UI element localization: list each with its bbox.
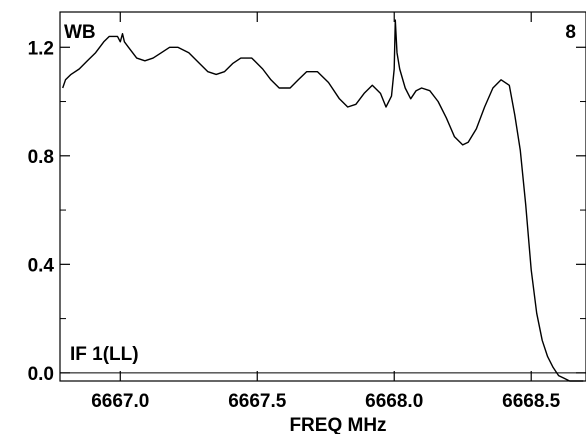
- y-tick-label: 0.8: [28, 147, 54, 168]
- spectrum-line: [62, 19, 584, 382]
- plot-frame: [59, 11, 586, 382]
- corner-label-bottom-left: IF 1(LL): [70, 344, 139, 365]
- y-axis-ticks: 0.0 0.4 0.8 1.2: [28, 38, 586, 385]
- x-axis-ticks: 6667.0 6667.5 6668.0 6668.5: [91, 12, 561, 412]
- x-tick-label: 6668.5: [502, 391, 561, 412]
- x-axis-title: FREQ MHz: [289, 415, 386, 434]
- corner-label-top-left: WB: [64, 22, 96, 43]
- y-tick-label: 0.0: [28, 364, 54, 385]
- corner-label-top-right: 8: [565, 22, 576, 43]
- y-tick-label: 1.2: [28, 38, 54, 59]
- x-tick-label: 6668.0: [365, 391, 423, 412]
- x-tick-label: 6667.0: [91, 391, 149, 412]
- x-tick-label: 6667.5: [228, 391, 287, 412]
- y-tick-label: 0.4: [28, 255, 55, 276]
